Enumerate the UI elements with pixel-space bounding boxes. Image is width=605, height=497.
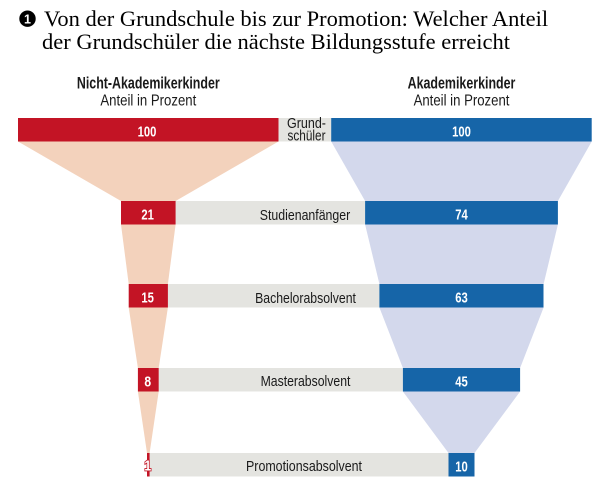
svg-text:10: 10 [455, 458, 468, 475]
svg-text:schüler: schüler [288, 127, 326, 144]
svg-text:45: 45 [455, 373, 468, 390]
svg-text:Masterabsolvent: Masterabsolvent [261, 373, 351, 389]
svg-text:74: 74 [455, 206, 468, 223]
svg-text:der Grundschüler die nächste B: der Grundschüler die nächste Bildungsstu… [42, 29, 511, 54]
svg-text:Studienanfänger: Studienanfänger [260, 207, 351, 223]
svg-text:Von der Grundschule bis zur Pr: Von der Grundschule bis zur Promotion: W… [44, 6, 548, 31]
svg-text:1: 1 [24, 12, 31, 26]
svg-text:Bachelorabsolvent: Bachelorabsolvent [255, 290, 356, 306]
svg-text:Anteil in Prozent: Anteil in Prozent [100, 92, 196, 109]
svg-text:100: 100 [452, 123, 471, 140]
svg-text:100: 100 [138, 123, 157, 140]
svg-text:21: 21 [141, 206, 154, 223]
svg-text:8: 8 [144, 373, 151, 389]
svg-text:15: 15 [141, 289, 154, 306]
svg-text:63: 63 [455, 289, 468, 306]
svg-text:Nicht-Akademikerkinder: Nicht-Akademikerkinder [77, 75, 220, 93]
svg-text:Promotionsabsolvent: Promotionsabsolvent [246, 458, 362, 474]
svg-text:Akademikerkinder: Akademikerkinder [408, 75, 516, 93]
svg-text:Anteil in Prozent: Anteil in Prozent [414, 92, 510, 109]
svg-text:Grund-: Grund- [287, 114, 326, 131]
svg-text:1: 1 [144, 457, 151, 474]
